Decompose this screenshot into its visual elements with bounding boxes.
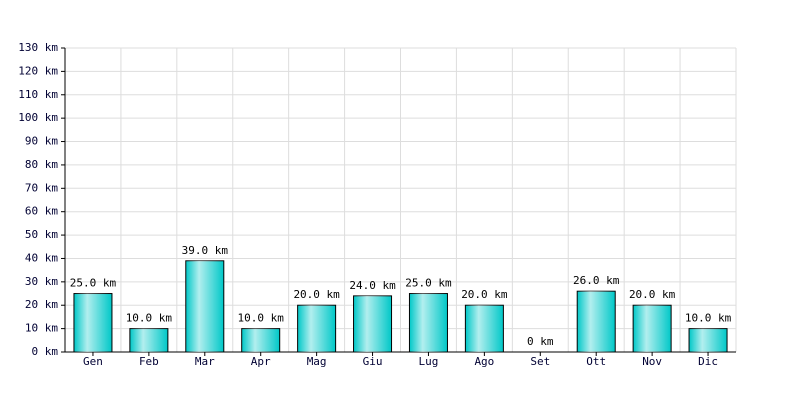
y-tick-label: 130 km bbox=[18, 41, 58, 54]
bar-highlight bbox=[185, 260, 224, 352]
bar-highlight bbox=[73, 293, 112, 352]
y-tick-label: 40 km bbox=[25, 251, 58, 264]
y-tick-label: 120 km bbox=[18, 64, 58, 77]
y-tick-label: 70 km bbox=[25, 181, 58, 194]
y-tick-label: 30 km bbox=[25, 275, 58, 288]
value-label: 20.0 km bbox=[293, 288, 340, 301]
value-label: 10.0 km bbox=[685, 312, 732, 325]
x-tick-label: Apr bbox=[251, 355, 271, 368]
x-tick-label: Lug bbox=[419, 355, 439, 368]
y-tick-label: 50 km bbox=[25, 228, 58, 241]
bar-highlight bbox=[353, 295, 392, 352]
value-label: 26.0 km bbox=[573, 274, 620, 287]
value-label: 25.0 km bbox=[405, 277, 452, 290]
value-label: 10.0 km bbox=[238, 312, 285, 325]
x-tick-label: Ott bbox=[586, 355, 606, 368]
y-tick-label: 90 km bbox=[25, 135, 58, 148]
x-tick-label: Mag bbox=[307, 355, 327, 368]
x-tick-label: Feb bbox=[139, 355, 159, 368]
x-tick-label: Giu bbox=[363, 355, 383, 368]
value-label: 24.0 km bbox=[349, 279, 396, 292]
x-tick-label: Dic bbox=[698, 355, 718, 368]
y-tick-label: 100 km bbox=[18, 111, 58, 124]
y-tick-label: 20 km bbox=[25, 298, 58, 311]
y-tick-label: 80 km bbox=[25, 158, 58, 171]
y-tick-label: 10 km bbox=[25, 322, 58, 335]
bar-highlight bbox=[297, 305, 336, 352]
y-tick-label: 0 km bbox=[32, 345, 59, 358]
x-tick-label: Gen bbox=[83, 355, 103, 368]
bar-highlight bbox=[129, 328, 168, 352]
value-label: 39.0 km bbox=[182, 244, 229, 257]
bar-highlight bbox=[241, 328, 280, 352]
x-tick-label: Set bbox=[530, 355, 550, 368]
bar-highlight bbox=[689, 328, 728, 352]
value-label: 25.0 km bbox=[70, 277, 117, 290]
bar-highlight bbox=[577, 291, 616, 352]
x-tick-label: Ago bbox=[474, 355, 494, 368]
value-label: 20.0 km bbox=[461, 288, 508, 301]
y-tick-label: 60 km bbox=[25, 205, 58, 218]
bar-highlight bbox=[633, 305, 672, 352]
value-label: 20.0 km bbox=[629, 288, 676, 301]
x-tick-label: Mar bbox=[195, 355, 215, 368]
value-label: 10.0 km bbox=[126, 312, 173, 325]
bar-highlight bbox=[465, 305, 504, 352]
value-label: 0 km bbox=[527, 335, 554, 348]
y-tick-label: 110 km bbox=[18, 88, 58, 101]
x-tick-label: Nov bbox=[642, 355, 662, 368]
bar-highlight bbox=[409, 293, 448, 352]
